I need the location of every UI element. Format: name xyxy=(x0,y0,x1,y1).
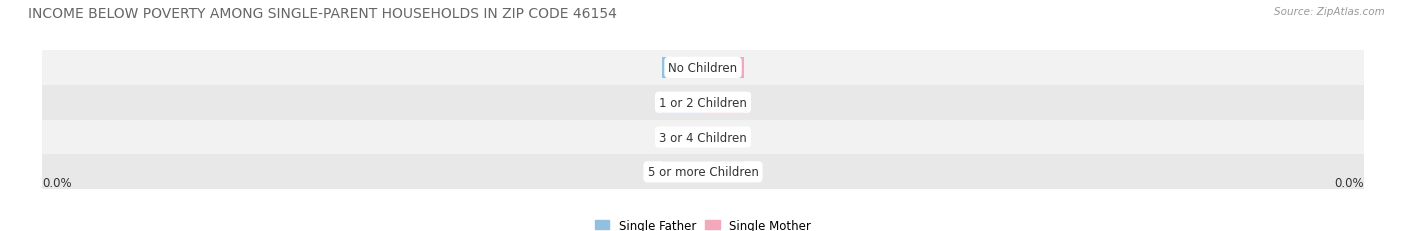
Text: 0.0%: 0.0% xyxy=(42,176,72,189)
Text: Source: ZipAtlas.com: Source: ZipAtlas.com xyxy=(1274,7,1385,17)
Text: 0.0%: 0.0% xyxy=(668,63,697,73)
Legend: Single Father, Single Mother: Single Father, Single Mother xyxy=(591,214,815,231)
Bar xyxy=(703,162,744,182)
Bar xyxy=(662,92,703,113)
Text: 1 or 2 Children: 1 or 2 Children xyxy=(659,96,747,109)
Bar xyxy=(703,58,744,79)
Text: 5 or more Children: 5 or more Children xyxy=(648,166,758,179)
Text: INCOME BELOW POVERTY AMONG SINGLE-PARENT HOUSEHOLDS IN ZIP CODE 46154: INCOME BELOW POVERTY AMONG SINGLE-PARENT… xyxy=(28,7,617,21)
Text: 0.0%: 0.0% xyxy=(709,98,738,108)
Text: 0.0%: 0.0% xyxy=(709,132,738,143)
Text: 0.0%: 0.0% xyxy=(668,132,697,143)
Bar xyxy=(703,127,744,148)
Bar xyxy=(662,58,703,79)
Bar xyxy=(42,120,1364,155)
Bar xyxy=(662,127,703,148)
Text: 0.0%: 0.0% xyxy=(709,167,738,177)
Text: 0.0%: 0.0% xyxy=(668,98,697,108)
Bar xyxy=(662,162,703,182)
Bar xyxy=(42,51,1364,85)
Bar xyxy=(703,92,744,113)
Text: 0.0%: 0.0% xyxy=(709,63,738,73)
Text: 3 or 4 Children: 3 or 4 Children xyxy=(659,131,747,144)
Text: No Children: No Children xyxy=(668,62,738,75)
Bar xyxy=(42,85,1364,120)
Bar xyxy=(42,155,1364,189)
Text: 0.0%: 0.0% xyxy=(1334,176,1364,189)
Text: 0.0%: 0.0% xyxy=(668,167,697,177)
